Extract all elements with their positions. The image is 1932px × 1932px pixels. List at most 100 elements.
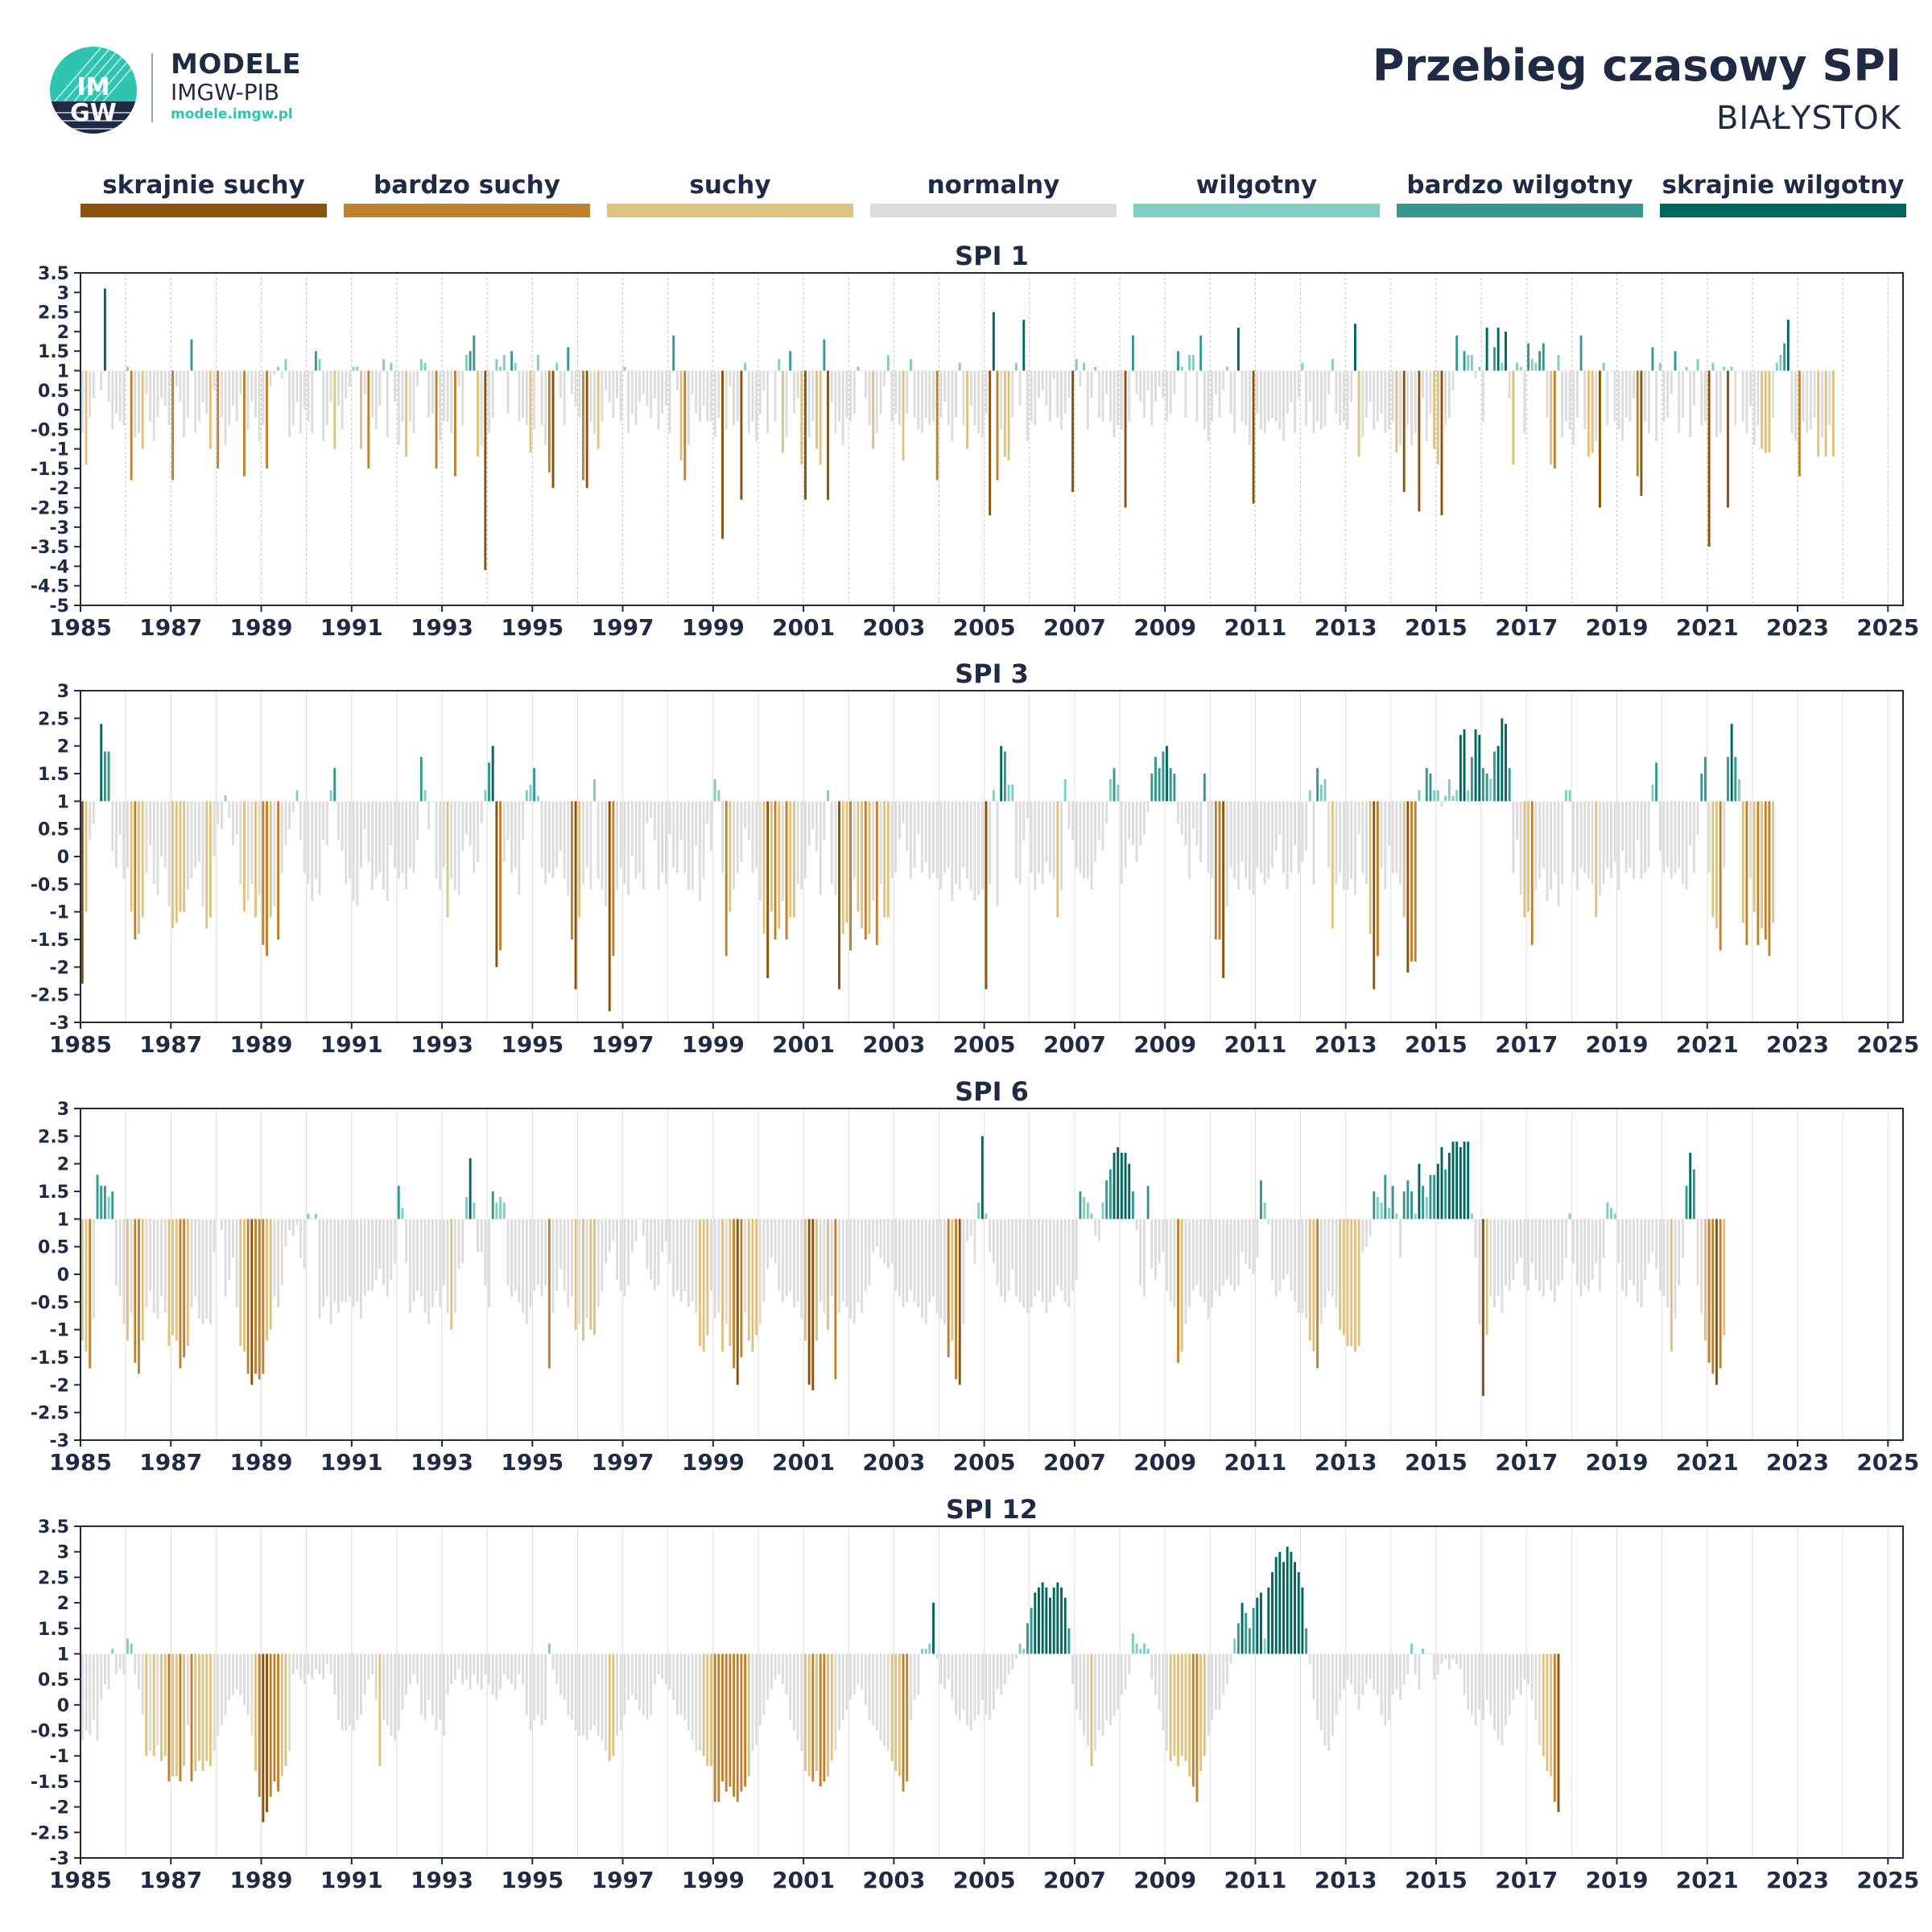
spi-bar (1644, 1219, 1647, 1280)
spi-bar (563, 1219, 566, 1291)
spi-bar (827, 370, 829, 500)
spi-bar (570, 801, 573, 939)
spi-bar (1364, 1219, 1368, 1247)
spi-bar (1599, 1219, 1601, 1291)
spi-bar (1395, 370, 1398, 453)
spi-bar (1689, 370, 1692, 438)
spi-bar (356, 1653, 359, 1720)
spi-bar (630, 801, 634, 857)
spi-bar (1282, 1562, 1285, 1654)
spi-bar (1026, 1623, 1029, 1654)
spi-bar (555, 1219, 559, 1291)
spi-bar (336, 370, 340, 407)
spi-bar (1045, 1587, 1048, 1654)
spi-bar (1214, 1653, 1217, 1711)
spi-bar (1727, 757, 1729, 802)
spi-bar (1060, 370, 1063, 430)
spi-bar (1214, 370, 1217, 394)
spi-bar (582, 801, 584, 885)
spi-bar (857, 1219, 860, 1302)
spi-bar (1481, 370, 1484, 422)
y-tick-label: 3 (57, 283, 69, 303)
spi-bar (1128, 1163, 1131, 1220)
spi-bar (390, 1653, 393, 1736)
spi-bar (811, 370, 815, 422)
spi-bar (1429, 1653, 1432, 1654)
y-tick-label: 2.5 (38, 709, 69, 729)
spi-bar (412, 370, 415, 434)
spi-bar (1166, 1653, 1168, 1751)
spi-bar (484, 1653, 487, 1674)
spi-bar (1060, 801, 1063, 890)
spi-bar (1135, 801, 1138, 862)
spi-bar (1188, 355, 1191, 371)
spi-bar (1745, 370, 1748, 434)
spi-bar (1143, 1219, 1146, 1297)
spi-bar (273, 1653, 276, 1781)
spi-bar (1271, 1572, 1274, 1654)
spi-bar (1707, 1219, 1711, 1363)
x-tick-label: 2015 (1405, 1449, 1468, 1476)
spi-bar (1075, 1219, 1078, 1280)
spi-bar (1433, 1653, 1436, 1680)
spi-bar (996, 801, 999, 906)
spi-bar (969, 801, 972, 890)
spi-bar (567, 801, 570, 896)
spi-bar (1294, 801, 1296, 846)
spi-bar (845, 801, 848, 923)
spi-bar (499, 1196, 502, 1220)
spi-bar (1636, 370, 1639, 477)
spi-bar (1003, 1219, 1006, 1302)
spi-bar (921, 801, 923, 873)
spi-bar (213, 1219, 216, 1253)
spi-bar (1583, 370, 1587, 430)
spi-bar (1489, 370, 1492, 371)
x-tick-label: 2009 (1133, 614, 1196, 641)
spi-bar (1738, 370, 1740, 371)
spi-bar (114, 370, 118, 414)
spi-bar (616, 801, 619, 890)
spi-bar (107, 370, 110, 402)
spi-bar (288, 801, 291, 829)
spi-bar (473, 1653, 476, 1674)
spi-bar (555, 362, 559, 371)
spi-bar (1169, 1653, 1172, 1761)
spi-bar (442, 1653, 445, 1736)
spi-bar (1553, 370, 1556, 469)
x-tick-label: 1997 (592, 614, 654, 641)
spi-bar (1444, 1169, 1447, 1220)
legend-label: wilgotny (1195, 171, 1318, 200)
spi-bar (1422, 370, 1425, 398)
spi-bar (190, 339, 193, 371)
spi-bar (163, 1653, 167, 1757)
spi-bar (1305, 370, 1308, 426)
spi-bar (1207, 1219, 1210, 1319)
spi-bar (1478, 366, 1481, 371)
spi-bar (299, 1653, 303, 1680)
spi-bar (318, 801, 321, 896)
spi-bar (815, 1653, 818, 1772)
x-tick-label: 2025 (1856, 1867, 1919, 1893)
spi-bar (1108, 778, 1112, 802)
spi-bar (578, 801, 581, 918)
brand-url[interactable]: modele.imgw.pl (171, 106, 293, 122)
spi-bar (849, 1219, 852, 1319)
spi-bar (770, 1219, 773, 1258)
spi-bar (668, 370, 671, 434)
spi-bar (724, 1653, 728, 1792)
spi-bar (612, 1653, 615, 1757)
spi-bar (811, 1653, 815, 1781)
spi-bar (228, 1219, 231, 1280)
spi-bar (879, 370, 882, 414)
spi-bar (284, 1219, 287, 1247)
spi-bar (924, 1219, 927, 1324)
spi-bar (890, 370, 894, 422)
spi-bar (336, 1653, 340, 1720)
spi-bar (980, 1136, 984, 1220)
spi-bar (1395, 1213, 1398, 1220)
spi-bar (1388, 1653, 1390, 1720)
spi-bar (683, 1219, 687, 1291)
spi-bar (1038, 1219, 1040, 1291)
spi-bar (1361, 1219, 1364, 1253)
y-tick-label: -1 (50, 903, 69, 923)
